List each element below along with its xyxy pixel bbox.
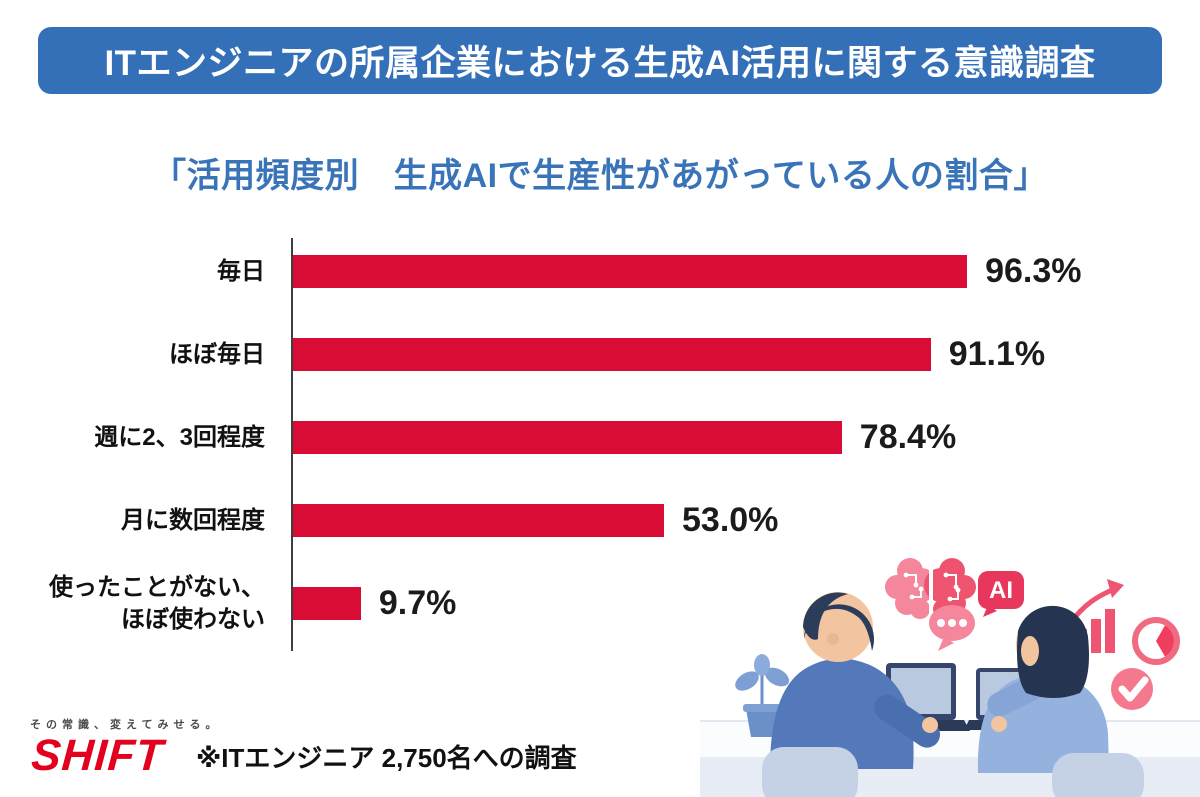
category-label: 使ったことがない、 ほぼ使わない <box>49 574 265 633</box>
chart-rows: 毎日 96.3% ほぼ毎日 91.1% 週に2、3回程度 78.4% 月に数回程度 53.0%… <box>0 230 1200 645</box>
bar <box>293 255 968 288</box>
category-label: 週に2、3回程度 <box>94 423 265 451</box>
chart-row: 毎日 96.3% <box>0 230 1200 313</box>
ai-badge-label: AI <box>989 577 1013 604</box>
bar-chart: 毎日 96.3% ほぼ毎日 91.1% 週に2、3回程度 78.4% 月に数回程度 53.0%… <box>0 230 1200 651</box>
category-label: 毎日 <box>217 257 265 285</box>
chart-title: 「活用頻度別 生成AIで生産性があがっている人の割合」 <box>152 157 1048 195</box>
ai-badge-icon: AI <box>978 571 1024 617</box>
person-woman <box>977 605 1109 773</box>
bar <box>293 504 664 537</box>
bar-area: 91.1% <box>278 313 1200 396</box>
chart-row: 週に2、3回程度 78.4% <box>0 396 1200 479</box>
bar <box>293 338 931 371</box>
chart-axis <box>291 238 293 651</box>
brand-tagline: その常識、変えてみせる。 <box>30 719 222 731</box>
bar-area: 9.7% <box>278 562 1200 645</box>
laptop-icon <box>872 663 970 731</box>
brand-block: その常識、変えてみせる。 SHIFT <box>30 716 222 780</box>
bar <box>293 421 842 454</box>
survey-note: ※ITエンジニア 2,750名への調査 <box>196 743 577 773</box>
bar-area: 53.0% <box>278 479 1200 562</box>
bar-area: 96.3% <box>278 230 1200 313</box>
chart-row: 月に数回程度 53.0% <box>0 479 1200 562</box>
bar-area: 78.4% <box>278 396 1200 479</box>
chart-row: 使ったことがない、 ほぼ使わない 9.7% <box>0 562 1200 645</box>
office-chair <box>1052 753 1144 797</box>
office-illustration: AI <box>700 553 1200 797</box>
clock-icon <box>1132 617 1180 665</box>
chart-row: ほぼ毎日 91.1% <box>0 313 1200 396</box>
value-label: 9.7% <box>378 584 457 622</box>
bar <box>293 587 361 620</box>
category-label: ほぼ毎日 <box>169 340 265 368</box>
title-banner: ITエンジニアの所属企業における生成AI活用に関する意識調査 <box>38 27 1162 94</box>
page-title: ITエンジニアの所属企業における生成AI活用に関する意識調査 <box>104 44 1096 83</box>
value-label: 78.4% <box>859 418 957 456</box>
category-label: 月に数回程度 <box>121 506 265 534</box>
value-label: 96.3% <box>985 252 1082 290</box>
office-chair <box>762 747 858 797</box>
person-man <box>770 592 941 769</box>
chat-dots-icon <box>929 605 975 651</box>
plant-icon <box>735 654 790 737</box>
value-label: 91.1% <box>948 335 1046 373</box>
value-label: 53.0% <box>682 501 779 539</box>
check-circle-icon <box>1111 668 1153 710</box>
